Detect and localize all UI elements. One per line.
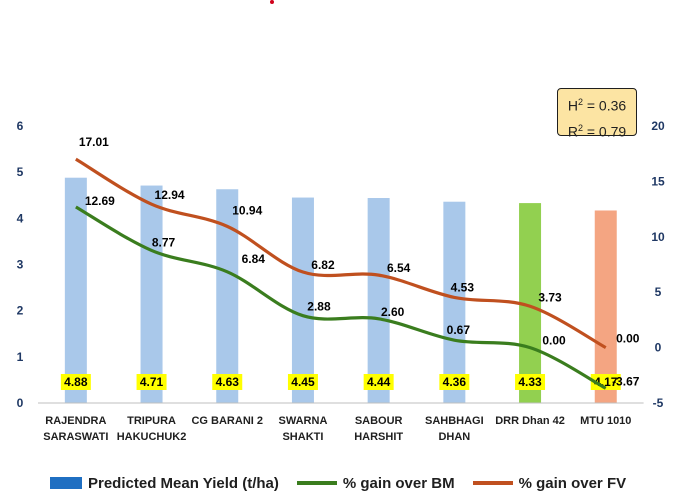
bar <box>594 210 617 403</box>
bar <box>291 197 314 403</box>
y-left-tick-label: 1 <box>17 350 24 364</box>
y-left-tick-label: 2 <box>17 304 24 318</box>
legend-swatch-yield <box>50 477 82 489</box>
legend-swatch-fv <box>472 481 513 485</box>
legend-item-yield: Predicted Mean Yield (t/ha) <box>50 475 279 492</box>
x-category-label: HARSHIT <box>354 431 403 443</box>
data-label-fv: 0.00 <box>616 332 640 346</box>
bar <box>519 203 542 403</box>
chart-canvas: 0 1 2 3 4 5 6 -5 0 5 10 15 20 4.88 4.71 4.63 4.45 4.44 4.3… <box>17 119 665 443</box>
series-line-bm <box>75 205 607 390</box>
bar <box>443 201 466 403</box>
bar-value-label-bg <box>212 374 243 390</box>
y-right-tick-label: 20 <box>651 119 665 133</box>
y-right-tick-label: 0 <box>655 341 662 355</box>
y-left-tick-label: 6 <box>17 119 24 133</box>
bar-value-label-bg <box>590 374 621 390</box>
data-label-fv: 4.53 <box>451 280 475 294</box>
data-label-bm: 0.00 <box>542 334 566 348</box>
bar-value-label: 4.71 <box>140 375 164 389</box>
bar <box>140 185 163 403</box>
bar-value-label-bg <box>60 374 91 390</box>
x-category-label: SAHBHAGI <box>425 415 484 427</box>
bar-value-label: 4.33 <box>518 375 542 389</box>
y-left-tick-label: 3 <box>17 258 24 272</box>
data-label-bm: 12.69 <box>85 194 115 208</box>
x-category-label: SWARNA <box>279 415 328 427</box>
data-label-fv: 6.54 <box>387 261 411 275</box>
x-category-label: RAJENDRA <box>45 415 106 427</box>
legend-item-bm: % gain over BM <box>296 474 455 492</box>
bar-value-label-bg <box>439 374 470 390</box>
x-category-label: DHAN <box>438 431 470 443</box>
bar-value-label-bg <box>287 374 318 390</box>
y-right-tick-label: -5 <box>653 396 664 410</box>
data-label-bm: 2.88 <box>307 300 331 314</box>
legend-label-fv: % gain over FV <box>518 474 627 492</box>
y-right-tick-label: 10 <box>651 230 665 244</box>
legend: Predicted Mean Yield (t/ha) % gain over … <box>50 472 644 494</box>
y-left-tick-label: 4 <box>17 211 24 225</box>
x-category-label: HAKUCHUK2 <box>117 431 187 443</box>
x-category-label: CG BARANI 2 <box>191 415 263 427</box>
statistics-box: H2 = 0.36 R2 = 0.79 <box>557 88 637 139</box>
bar-value-label-bg <box>515 374 546 390</box>
y-left-tick-label: 0 <box>17 396 24 410</box>
y-right-tick-label: 5 <box>655 285 662 299</box>
data-label-bm: 8.77 <box>152 235 176 249</box>
bar <box>367 198 390 403</box>
bar-value-label: 4.45 <box>291 375 315 389</box>
legend-label-yield: Predicted Mean Yield (t/ha) <box>88 474 279 492</box>
r-squared-line: R2 = 0.79 <box>567 122 627 140</box>
data-label-bm: 6.84 <box>242 252 266 266</box>
data-label-fv: 3.73 <box>538 290 562 304</box>
x-category-label: SHAKTI <box>282 431 323 443</box>
bar-value-label-bg <box>363 374 394 390</box>
data-label-bm: -3.67 <box>612 374 640 388</box>
data-label-fv: 12.94 <box>155 188 185 202</box>
data-label-bm: 0.67 <box>447 323 471 337</box>
bar-value-label-bg <box>136 374 167 390</box>
data-label-bm: 2.60 <box>381 305 405 319</box>
red-dot-marker <box>270 0 274 4</box>
series-line-fv <box>75 157 607 350</box>
bar-value-label: 4.44 <box>367 375 391 389</box>
bar <box>64 177 87 403</box>
legend-swatch-bm <box>296 481 337 485</box>
bar-value-label: 4.36 <box>443 375 467 389</box>
x-category-label: DRR Dhan 42 <box>495 415 565 427</box>
legend-label-bm: % gain over BM <box>342 474 455 492</box>
y-right-tick-label: 15 <box>651 174 665 188</box>
data-label-fv: 6.82 <box>311 258 335 272</box>
x-category-label: MTU 1010 <box>580 415 631 427</box>
data-label-fv: 10.94 <box>232 203 262 217</box>
y-left-tick-label: 5 <box>17 165 24 179</box>
bar-value-label: 4.63 <box>216 375 240 389</box>
bar-value-label: 4.88 <box>64 375 88 389</box>
data-label-fv: 17.01 <box>79 135 109 149</box>
x-category-label: SABOUR <box>355 415 403 427</box>
x-category-label: TRIPURA <box>127 415 176 427</box>
heritability-line: H2 = 0.36 <box>567 97 627 114</box>
legend-item-fv: % gain over FV <box>472 474 627 492</box>
x-category-label: SARASWATI <box>43 431 108 443</box>
bar <box>216 189 239 403</box>
